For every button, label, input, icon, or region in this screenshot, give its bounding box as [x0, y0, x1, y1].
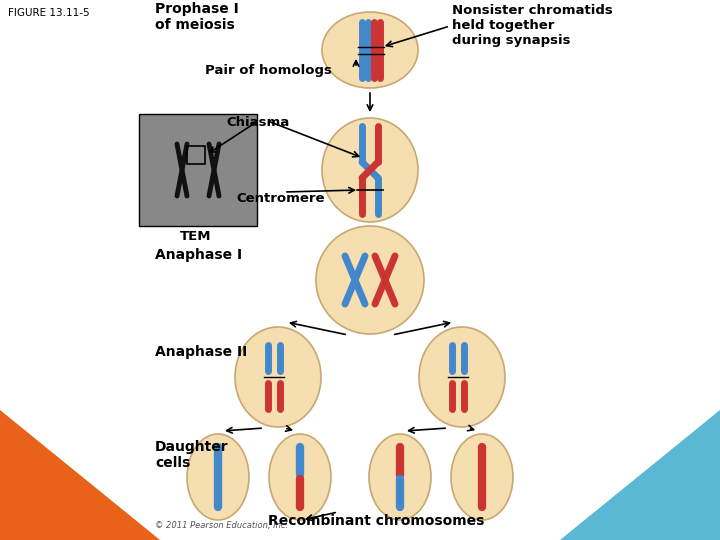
- Text: Recombinant chromosomes: Recombinant chromosomes: [268, 514, 485, 528]
- Ellipse shape: [322, 118, 418, 222]
- Ellipse shape: [419, 327, 505, 427]
- Polygon shape: [560, 410, 720, 540]
- Text: Anaphase I: Anaphase I: [155, 248, 242, 262]
- Text: Centromere: Centromere: [236, 192, 325, 205]
- Text: Pair of homologs: Pair of homologs: [205, 64, 332, 77]
- Text: Chiasma: Chiasma: [226, 116, 289, 129]
- Ellipse shape: [269, 434, 331, 520]
- Text: Nonsister chromatids
held together
during synapsis: Nonsister chromatids held together durin…: [452, 4, 613, 47]
- Bar: [139, 114, 257, 226]
- Text: Daughter
cells: Daughter cells: [155, 440, 229, 470]
- Bar: [187, 146, 205, 164]
- Ellipse shape: [187, 434, 249, 520]
- Text: Anaphase II: Anaphase II: [155, 345, 247, 359]
- Ellipse shape: [316, 226, 424, 334]
- Ellipse shape: [235, 327, 321, 427]
- Ellipse shape: [451, 434, 513, 520]
- Polygon shape: [0, 410, 160, 540]
- Text: © 2011 Pearson Education, Inc.: © 2011 Pearson Education, Inc.: [155, 521, 288, 530]
- Ellipse shape: [369, 434, 431, 520]
- Text: Prophase I
of meiosis: Prophase I of meiosis: [155, 2, 239, 32]
- Text: FIGURE 13.11-5: FIGURE 13.11-5: [8, 8, 89, 18]
- Text: TEM: TEM: [180, 230, 212, 243]
- Ellipse shape: [322, 12, 418, 88]
